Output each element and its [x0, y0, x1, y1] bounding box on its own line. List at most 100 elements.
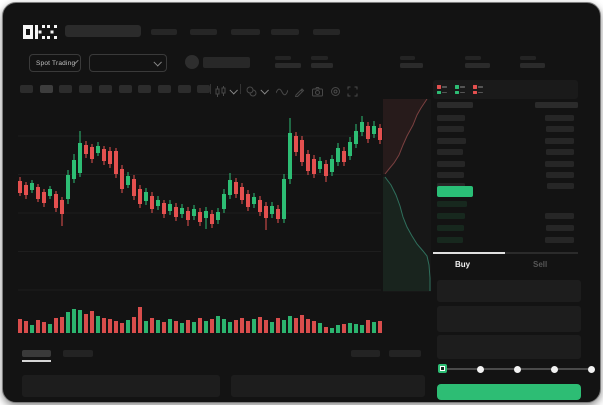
bottom-action-2[interactable] [389, 350, 421, 357]
stat-label-placeholder [465, 56, 481, 60]
ask-row[interactable] [433, 149, 578, 157]
chevron-down-icon[interactable] [260, 86, 269, 95]
nav-item-2[interactable] [190, 29, 217, 35]
bid-row[interactable] [433, 225, 578, 233]
amount-slider-handle[interactable] [438, 364, 447, 373]
search-input[interactable] [65, 25, 141, 37]
pair-selector-dropdown[interactable] [89, 54, 167, 72]
timeframe-button-8[interactable] [157, 85, 171, 93]
timeframe-button-2[interactable] [39, 85, 53, 93]
buy-submit-button[interactable] [437, 384, 581, 400]
chevron-down-icon[interactable] [229, 86, 238, 95]
last-price-bar[interactable] [437, 186, 473, 197]
timeframe-button-1[interactable] [20, 85, 33, 93]
ask-amount-placeholder [546, 172, 574, 178]
orderbook-toolbar [433, 80, 578, 99]
ask-price-placeholder [437, 126, 464, 132]
bottom-tab-underline [22, 360, 51, 362]
ask-row[interactable] [433, 172, 578, 180]
buy-tab-active-indicator [433, 252, 505, 254]
stat-label-placeholder [311, 56, 328, 60]
tab-buy[interactable]: Buy [455, 260, 471, 269]
candlestick-chart-canvas [18, 98, 431, 333]
fullscreen-icon[interactable] [347, 84, 358, 102]
bid-price-placeholder [437, 237, 463, 243]
ask-amount-placeholder [545, 161, 574, 167]
slider-dot-100pct[interactable] [587, 365, 595, 373]
timeframe-button-10[interactable] [197, 85, 211, 93]
amount-input[interactable] [437, 306, 581, 332]
bottom-action-1[interactable] [351, 350, 380, 357]
ask-price-placeholder [437, 115, 465, 121]
slider-dot-50pct[interactable] [513, 365, 521, 373]
tab-sell[interactable]: Sell [533, 260, 548, 269]
orderbook-view-bids-icon[interactable] [455, 84, 466, 95]
okx-logo-icon [23, 25, 57, 39]
ask-row[interactable] [433, 161, 578, 169]
ask-row[interactable] [433, 115, 578, 123]
stat-value-placeholder [520, 63, 545, 68]
orders-panel-right [231, 375, 425, 397]
coin-avatar [185, 55, 199, 69]
stat-value-placeholder [311, 63, 333, 68]
ask-row[interactable] [433, 138, 578, 146]
stat-label-placeholder [520, 56, 536, 60]
ask-amount-placeholder [547, 183, 574, 189]
ask-row[interactable] [433, 126, 578, 134]
ask-price-placeholder [437, 172, 464, 178]
bid-row[interactable] [433, 201, 578, 209]
bid-price-placeholder [437, 225, 464, 231]
draw-pencil-icon[interactable] [294, 84, 305, 102]
screenshot-camera-icon[interactable] [312, 84, 323, 102]
okx-logo[interactable] [23, 25, 57, 39]
bottom-tab-2[interactable] [63, 350, 93, 357]
timeframe-button-9[interactable] [177, 85, 191, 93]
ask-amount-placeholder [545, 115, 574, 121]
bid-row[interactable] [433, 237, 578, 245]
stat-label-placeholder [275, 56, 291, 60]
timeframe-button-7[interactable] [138, 85, 152, 93]
timeframe-button-4[interactable] [79, 85, 93, 93]
stat-value-placeholder [275, 63, 301, 68]
total-input[interactable] [437, 335, 581, 359]
ask-amount-placeholder [546, 149, 574, 155]
stat-value-placeholder [400, 63, 423, 68]
price-input[interactable] [437, 280, 581, 302]
chevron-down-icon [153, 58, 162, 67]
nav-item-3[interactable] [231, 29, 260, 35]
orderbook-view-asks-icon[interactable] [473, 84, 484, 95]
timeframe-button-6[interactable] [118, 85, 132, 93]
ask-price-placeholder [437, 161, 465, 167]
last-price-placeholder [203, 57, 250, 68]
candle-style-button[interactable] [215, 84, 227, 102]
timeframe-button-3[interactable] [59, 85, 73, 93]
ask-price-placeholder [437, 149, 463, 155]
bid-amount-placeholder [545, 237, 574, 243]
tabbar-divider [433, 252, 578, 254]
orderbook-header-amount [535, 102, 578, 108]
market-type-label: Spot Trading [36, 59, 76, 67]
slider-dot-75pct[interactable] [550, 365, 558, 373]
toolbar-divider [240, 84, 241, 94]
nav-item-1[interactable] [151, 29, 177, 35]
nav-item-4[interactable] [271, 29, 299, 35]
bid-price-placeholder [437, 201, 467, 207]
orderbook-header-price [437, 102, 473, 108]
ask-price-placeholder [437, 138, 466, 144]
price-chart[interactable] [3, 98, 433, 339]
settings-icon[interactable] [330, 84, 341, 102]
market-type-dropdown[interactable]: Spot Trading [29, 54, 81, 72]
bottom-tab-active[interactable] [22, 350, 51, 357]
compare-button[interactable] [246, 84, 257, 102]
orders-panel-left [22, 375, 220, 397]
orderbook-view-both-icon[interactable] [437, 84, 448, 95]
indicators-icon[interactable] [275, 84, 289, 102]
slider-dot-25pct[interactable] [476, 365, 484, 373]
timeframe-button-5[interactable] [98, 85, 112, 93]
ask-amount-placeholder [545, 138, 574, 144]
nav-item-5[interactable] [313, 29, 340, 35]
bid-row[interactable] [433, 213, 578, 221]
stat-value-placeholder [465, 63, 490, 68]
